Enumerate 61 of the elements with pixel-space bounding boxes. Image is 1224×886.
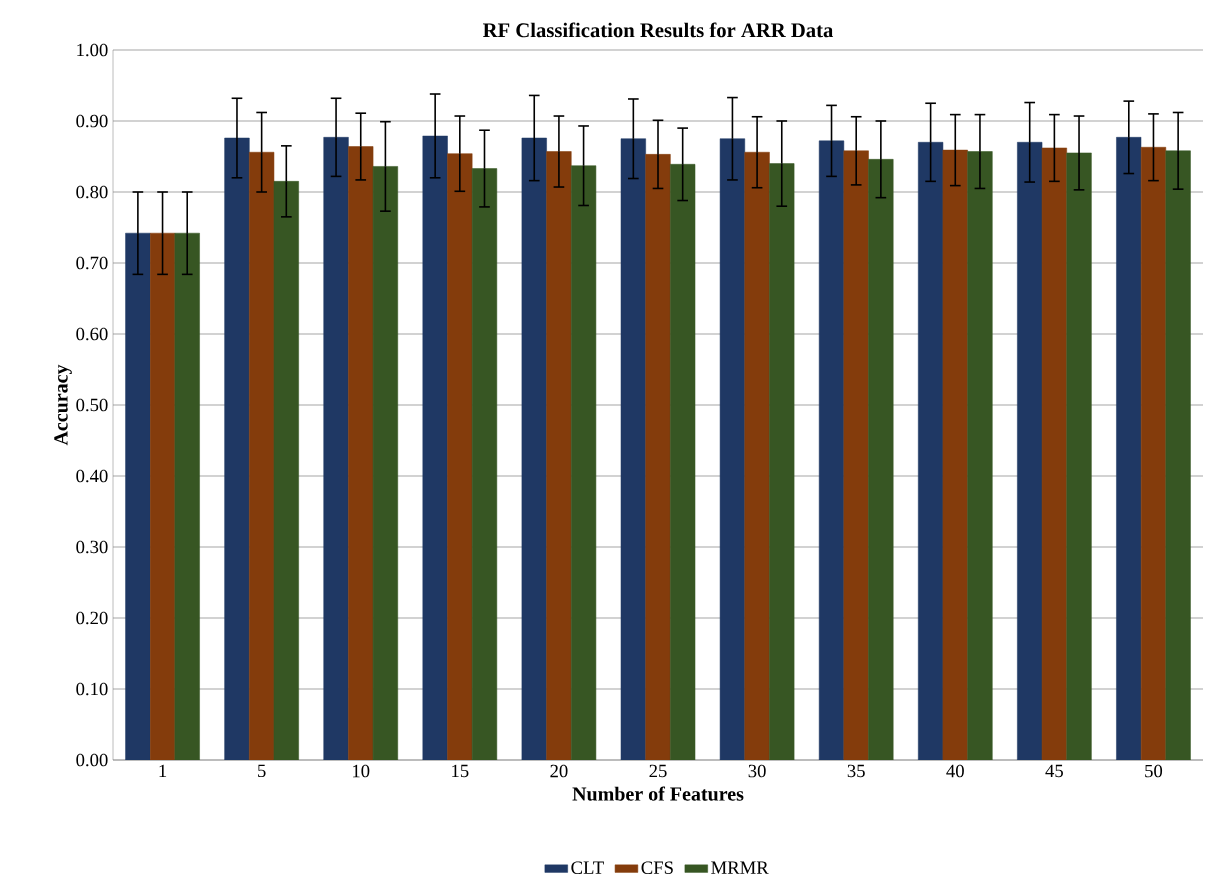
bar [769, 163, 795, 760]
x-tick-label: 15 [452, 764, 469, 778]
y-axis-title: Accuracy [54, 364, 72, 446]
y-tick-label: 0.50 [76, 398, 108, 412]
legend-label: CLT [571, 861, 604, 874]
bar [1116, 137, 1142, 760]
x-tick-label: 35 [847, 764, 865, 778]
bar [570, 165, 597, 760]
y-tick-label: 0.80 [76, 185, 108, 199]
y-tick-label: 0.30 [76, 540, 108, 554]
bar [719, 138, 746, 760]
x-tick-label: 25 [649, 764, 667, 778]
bar [868, 159, 894, 760]
x-tick-label: 1 [159, 764, 167, 778]
bar [744, 151, 770, 760]
bar [174, 232, 200, 760]
bar [645, 154, 671, 760]
bar [447, 153, 473, 760]
x-tick-label: 45 [1045, 764, 1063, 778]
x-tick-label: 40 [946, 764, 964, 778]
legend-label: MRMR [711, 861, 769, 874]
bar [670, 164, 696, 760]
y-tick-label: 0.70 [76, 256, 108, 270]
x-tick-label: 30 [748, 764, 766, 778]
x-tick-label: 50 [1145, 764, 1163, 778]
bar [125, 232, 151, 760]
bar [1140, 147, 1167, 760]
bar [843, 150, 869, 760]
bar [422, 135, 448, 760]
bar [471, 168, 498, 760]
x-tick-label: 5 [258, 764, 266, 778]
y-tick-label: 1.00 [77, 43, 108, 57]
chart-title: RF Classification Results for ARR Data [483, 22, 834, 38]
bar [1017, 142, 1043, 760]
y-tick-label: 0.20 [76, 611, 108, 625]
bar [1066, 152, 1092, 760]
y-tick-label: 0.10 [76, 682, 108, 696]
bar [818, 140, 845, 760]
x-tick-label: 10 [353, 764, 370, 778]
bar [149, 232, 176, 760]
legend-label: CFS [641, 861, 673, 874]
bar [1165, 150, 1191, 760]
bar [1041, 147, 1067, 760]
bar [372, 166, 398, 760]
bar [348, 146, 374, 760]
x-tick-label: 20 [550, 764, 568, 778]
bar [967, 151, 993, 760]
bar [546, 151, 572, 760]
bar [323, 137, 349, 760]
y-tick-label: 0.40 [76, 469, 108, 483]
bar [521, 137, 547, 760]
bar [918, 142, 944, 760]
y-tick-label: 0.00 [76, 753, 108, 767]
bar [620, 138, 646, 760]
bar [942, 149, 968, 760]
bar [273, 181, 299, 760]
bar [249, 151, 275, 760]
y-tick-label: 0.90 [76, 114, 108, 128]
bar [224, 137, 250, 760]
y-tick-label: 0.60 [76, 327, 108, 341]
x-axis-title: Number of Features [572, 786, 744, 801]
